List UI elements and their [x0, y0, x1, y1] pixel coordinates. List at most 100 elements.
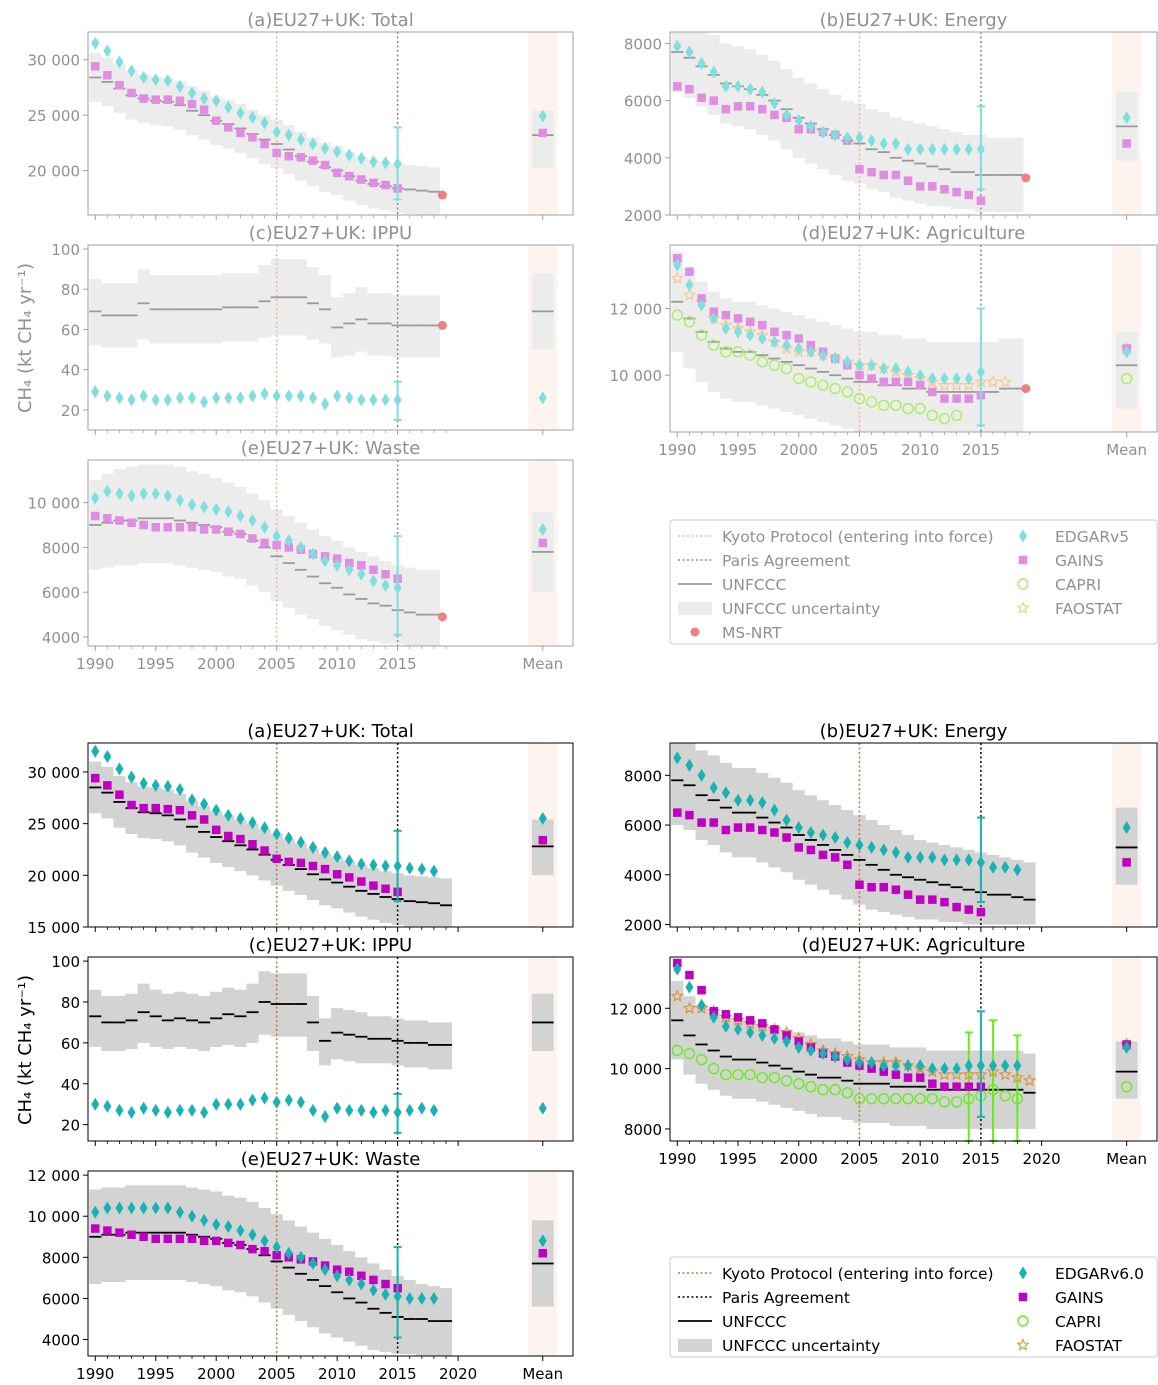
- gains-point: [733, 102, 743, 111]
- mean-edgar-point: [1122, 345, 1131, 359]
- edgar-point: [673, 39, 682, 53]
- capri-point: [671, 1044, 683, 1057]
- gains-point: [685, 84, 694, 94]
- capri-point: [865, 396, 878, 408]
- gains-point: [794, 124, 803, 134]
- edgar-point: [175, 783, 184, 797]
- y-tick-label: 12 000: [28, 1167, 81, 1185]
- y-tick-label: 100: [51, 241, 80, 259]
- gains-point: [224, 527, 233, 536]
- legend-item-kyoto-protocol-entering-into-force: Kyoto Protocol (entering into force): [722, 1265, 994, 1283]
- edgar-point: [357, 857, 366, 871]
- y-tick-label: 20 000: [28, 163, 81, 181]
- edgar-point: [224, 505, 233, 519]
- panel-title: (d)EU27+UK: Agriculture: [802, 223, 1026, 244]
- legend-item-faostat: FAOSTAT: [1055, 600, 1123, 618]
- gains-point: [879, 882, 888, 892]
- capri-point: [768, 359, 781, 371]
- faostat-point: [682, 1001, 697, 1014]
- edgar-point: [175, 79, 184, 93]
- edgar-point: [308, 391, 317, 405]
- gains-point: [964, 1082, 974, 1091]
- gains-point: [685, 970, 694, 980]
- gains-point: [758, 320, 767, 330]
- edgar-point: [794, 1040, 803, 1054]
- capri-point: [695, 1053, 708, 1066]
- edgar-point: [381, 156, 390, 170]
- gains-point: [697, 294, 706, 303]
- legend-msnrt-swatch: [690, 627, 700, 637]
- gains-point: [260, 1246, 269, 1256]
- faostat-point: [1022, 1073, 1037, 1087]
- gains-point: [236, 529, 245, 539]
- y-tick-label: 10 000: [610, 1061, 663, 1079]
- edgar-point: [321, 846, 330, 860]
- faostat-point: [962, 1067, 976, 1081]
- edgar-point: [697, 998, 706, 1012]
- legend-faostat-swatch: [1016, 1338, 1030, 1351]
- gains-point: [745, 102, 755, 111]
- gains-point: [127, 88, 136, 98]
- edgar-point: [103, 44, 112, 58]
- panel-bot-waste: 4000 6000 8000 10 000 12 000 1990 1995 2000 2005…: [28, 1149, 574, 1383]
- edgar-point: [163, 393, 172, 407]
- gains-point: [369, 1275, 378, 1285]
- edgar-point: [187, 86, 197, 100]
- edgar-point: [746, 82, 755, 96]
- gains-point: [673, 82, 682, 91]
- y-tick-label: 20: [61, 1117, 80, 1135]
- edgar-point: [794, 342, 803, 356]
- msnrt-point: [1021, 384, 1031, 394]
- gains-point: [794, 843, 803, 852]
- edgar-point: [333, 389, 342, 403]
- panel-title: (a)EU27+UK: Total: [247, 10, 413, 31]
- capri-point: [902, 1093, 914, 1105]
- edgar-point: [891, 845, 900, 859]
- legend-item-ms-nrt: MS-NRT: [722, 624, 782, 642]
- edgar-point: [175, 493, 184, 507]
- y-tick-label: 10 000: [28, 1208, 81, 1226]
- gains-point: [199, 105, 209, 114]
- axes-frame: [669, 956, 1158, 1142]
- gains-point: [187, 99, 197, 109]
- y-tick-label: 20: [61, 402, 80, 420]
- x-tick-label: Mean: [522, 1365, 563, 1383]
- y-tick-label: 8000: [624, 35, 662, 53]
- edgar-point: [127, 770, 136, 784]
- edgar-point: [284, 831, 293, 845]
- edgar-point: [345, 1103, 354, 1117]
- edgar-point: [867, 358, 876, 372]
- edgar-point: [818, 828, 828, 842]
- faostat-point: [986, 374, 1000, 388]
- gains-point: [369, 881, 378, 890]
- gains-point: [163, 522, 173, 532]
- edgar-point: [746, 328, 755, 342]
- edgar-point: [260, 116, 269, 130]
- capri-point: [671, 309, 683, 321]
- y-tick-label: 80: [61, 281, 80, 299]
- edgar-point: [928, 850, 937, 864]
- edgar-point: [308, 137, 317, 151]
- capri-point: [829, 1084, 841, 1096]
- edgar-point: [187, 1209, 197, 1223]
- gains-point: [903, 377, 913, 387]
- edgar-point: [127, 393, 136, 407]
- gains-point: [915, 381, 925, 390]
- edgar-point: [345, 1273, 354, 1287]
- edgar-point: [916, 142, 925, 156]
- faostat-point: [986, 1064, 1000, 1078]
- capri-point: [987, 1084, 999, 1096]
- edgar-point: [248, 389, 257, 403]
- gains-point: [928, 1079, 937, 1088]
- edgar-point: [417, 1291, 426, 1305]
- y-tick-label: 8000: [42, 539, 80, 557]
- gains-point: [175, 1234, 185, 1244]
- gains-point: [272, 540, 281, 550]
- edgar-point: [369, 574, 378, 588]
- mean-edgar-point: [1122, 821, 1131, 835]
- capri-point: [793, 372, 805, 385]
- gains-point: [332, 870, 342, 879]
- edgar-point: [91, 491, 100, 505]
- y-tick-label: 4000: [42, 1332, 80, 1350]
